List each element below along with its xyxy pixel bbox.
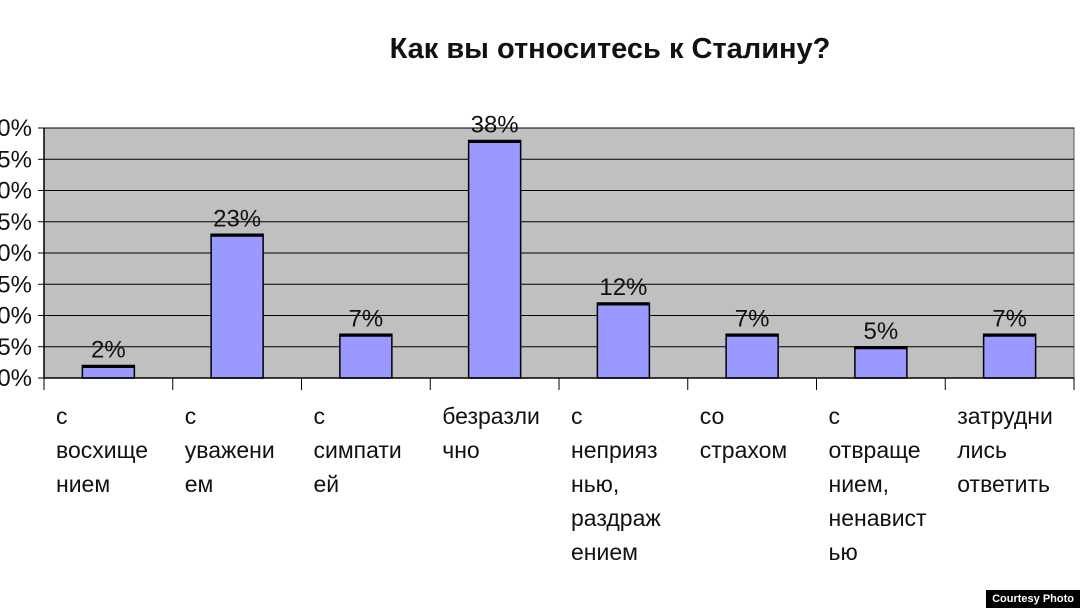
bar (210, 233, 264, 379)
x-axis: с восхище нием с уважени ем с симпати ей безразли… (43, 377, 1075, 565)
bar (596, 302, 651, 379)
data-label: 12% (599, 274, 647, 301)
y-tick-label: 0% (0, 365, 32, 392)
y-tick-label: 5% (0, 334, 32, 361)
category-label: с восхище нием (56, 403, 148, 497)
data-label: 38% (471, 112, 519, 139)
y-tick-label: 10% (0, 303, 32, 330)
data-labels: 2% 23% 7% 38% 12% 7% 5% 7% (91, 112, 1027, 364)
bar (854, 346, 908, 379)
category-label: с симпати ей (314, 403, 402, 497)
y-tick-label: 40% (0, 115, 32, 142)
data-label: 2% (91, 337, 126, 364)
y-tick-label: 30% (0, 178, 32, 205)
y-axis: 0% 5% 10% 15% 20% 25% 30% 35% 40% (0, 115, 45, 392)
y-tick-label: 25% (0, 209, 32, 236)
credit-badge: Courtesy Photo (986, 590, 1080, 608)
data-label: 23% (213, 205, 261, 232)
bar (339, 333, 393, 379)
category-label: с неприяз нью, раздраж ением (571, 403, 661, 565)
bar (982, 333, 1037, 379)
bar (467, 139, 522, 379)
y-tick-label: 35% (0, 146, 32, 173)
category-label: со страхом (700, 403, 787, 463)
y-tick-label: 15% (0, 271, 32, 298)
data-label: 5% (864, 318, 899, 345)
chart-title: Как вы относитесь к Сталину? (390, 33, 831, 65)
data-label: 7% (349, 305, 384, 332)
data-label: 7% (992, 305, 1027, 332)
data-label: 7% (735, 305, 770, 332)
y-tick-label: 20% (0, 240, 32, 267)
category-label: с отвраще нием, ненавист ью (829, 403, 928, 565)
category-label: затрудни лись ответить (957, 403, 1053, 497)
bar (725, 333, 779, 379)
category-label: безразли чно (442, 403, 540, 463)
bars (81, 139, 1037, 379)
category-label: с уважени ем (185, 403, 275, 497)
